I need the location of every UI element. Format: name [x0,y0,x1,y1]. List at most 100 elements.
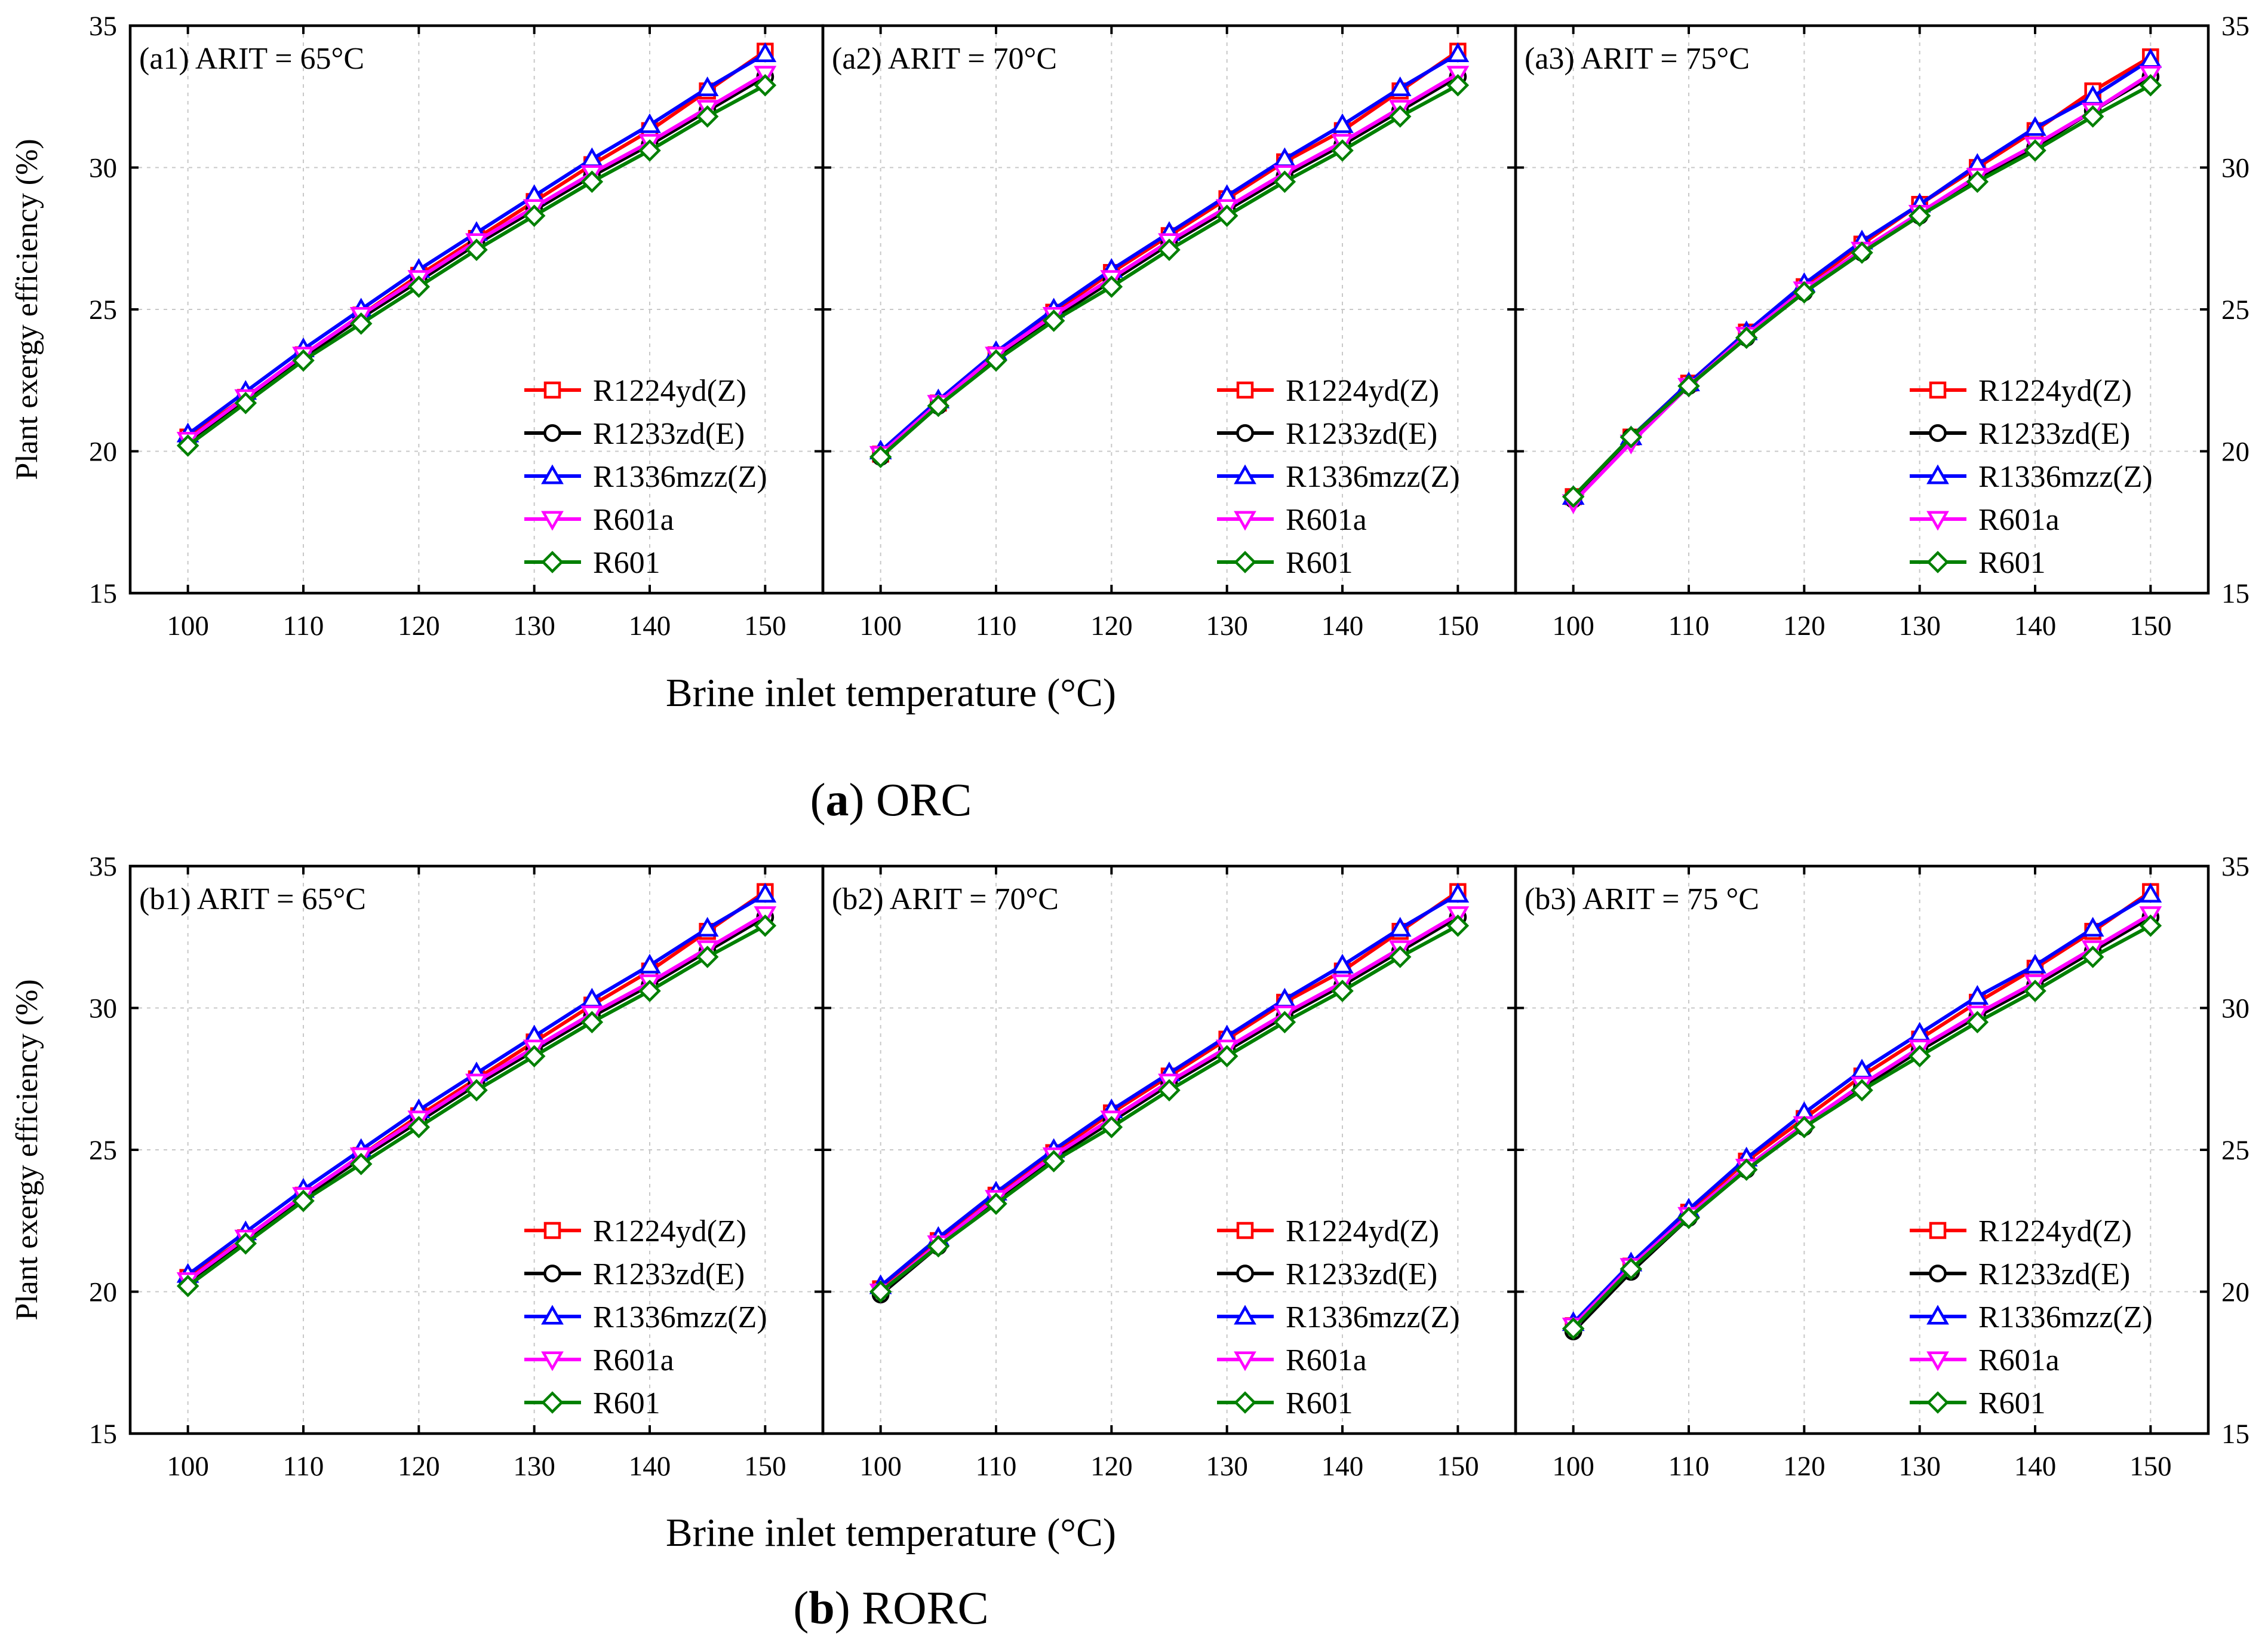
y-tick-label: 20 [2221,437,2249,468]
legend-label: R601 [593,546,660,580]
x-tick-label: 110 [283,1451,324,1482]
x-tick-label: 140 [629,1451,671,1482]
legend-label: R1224yd(Z) [1286,1214,1439,1248]
x-tick-label: 150 [1437,610,1479,642]
legend-marker [1234,1351,1256,1371]
legend-marker [543,381,561,399]
data-point-b1-2-10 [754,882,777,903]
data-point-a3-4-3 [1735,326,1758,349]
legend-marker [541,1391,564,1414]
legend-marker [1926,1305,1949,1325]
x-tick-label: 150 [2129,610,2172,642]
x-tick-label: 120 [1783,610,1826,642]
data-point-a3-4-5 [1851,241,1873,264]
x-tick-label: 140 [1322,610,1364,642]
data-point-a2-4-4 [1100,275,1123,298]
legend-marker [541,551,564,573]
x-tick-label: 110 [283,610,324,642]
x-tick-label: 120 [1783,1451,1826,1482]
legend-marker [541,511,564,531]
y-tick-label: 15 [2221,578,2249,609]
legend-label: R1233zd(E) [1978,1257,2130,1291]
data-point-a2-2-9 [1388,76,1412,96]
data-point-b3-4-7 [1966,1011,1989,1034]
legend-marker [1236,1222,1254,1239]
legend-marker [1234,464,1256,484]
panel-b3: 100 110 120 130 140 150 (b3) ARIT = 75 °C R1224… [1514,864,2210,1482]
caption-open: ( [793,1582,809,1634]
x-tick-label: 140 [629,610,671,642]
data-point-b2-4-9 [1388,946,1412,968]
data-point-b1-4-7 [580,1011,604,1034]
legend-marker [1234,1391,1256,1414]
data-point-b2-2-8 [1331,953,1354,974]
legend-marker [1236,381,1254,399]
data-point-b1-4-5 [465,1079,488,1102]
data-point-a3-4-2 [1677,375,1700,398]
legend-label: R601a [593,1343,674,1377]
data-point-b3-4-0 [1562,1317,1585,1340]
x-axis-title: Brine inlet temperature (°C) [666,671,1116,715]
data-point-a1-4-9 [696,105,719,128]
legend-label: R1336mzz(Z) [593,460,767,494]
y-tick-label: 20 [89,437,117,468]
figure-part-b: 100 110 120 130 140 150 (b1) ARIT = 65°C R1224y… [10,851,2249,1634]
legend-label: R1224yd(Z) [593,374,746,408]
legend-marker [1926,1391,1949,1414]
x-tick-label: 120 [1090,1451,1133,1482]
data-point-b1-4-2 [292,1189,315,1213]
y-tick-label: 30 [2221,153,2249,184]
legend-label: R1233zd(E) [1286,1257,1437,1291]
x-tick-label: 100 [167,1451,209,1482]
data-point-a3-4-7 [1966,170,1989,194]
x-tick-label: 100 [1552,1451,1594,1482]
data-point-a2-4-3 [1042,309,1065,332]
figure-caption: (a) ORC [810,774,972,825]
data-point-a1-4-5 [465,238,488,262]
data-point-a1-2-10 [754,42,777,62]
data-point-b1-4-8 [638,980,661,1002]
data-point-b3-2-10 [2139,882,2162,903]
legend-label: R1224yd(Z) [1978,374,2132,408]
y-tick-label: 15 [2221,1419,2249,1450]
legend-marker [1929,381,1947,399]
y-tick-label: 25 [2221,294,2249,326]
panel-title: (b1) ARIT = 65°C [139,882,366,916]
x-tick-label: 150 [744,1451,786,1482]
data-point-b1-4-3 [349,1152,373,1176]
data-point-b3-4-3 [1735,1158,1758,1181]
legend-label: R601a [1286,1343,1367,1377]
data-point-b2-4-5 [1158,1079,1181,1102]
legend-label: R601 [1978,546,2046,580]
caption-letter: a [826,774,849,825]
legend-marker [541,1305,564,1325]
x-tick-label: 100 [859,610,902,642]
panel-a3: 100 110 120 130 140 150 (a3) ARIT = 75°C R1224y… [1514,24,2210,642]
panel-title: (a1) ARIT = 65°C [139,42,364,76]
data-point-b2-2-9 [1388,916,1412,937]
legend-label: R1233zd(E) [1286,417,1437,451]
x-axis-title: Brine inlet temperature (°C) [666,1511,1116,1555]
legend-marker [1929,1265,1947,1282]
caption-open: ( [810,774,826,825]
legend-marker [1236,1265,1254,1282]
data-point-a1-4-2 [292,349,315,372]
legend-label: R601 [1286,1386,1353,1420]
data-point-b2-4-8 [1331,980,1354,1002]
legend-marker [541,1351,564,1371]
panel-title: (a2) ARIT = 70°C [832,42,1057,76]
x-tick-label: 150 [1437,1451,1479,1482]
legend-label: R1233zd(E) [593,417,745,451]
data-point-a2-4-1 [927,394,950,418]
y-tick-label: 20 [89,1277,117,1308]
figure-part-a: 100 110 120 130 140 150 (a1) ARIT = 65°C R1224y… [10,11,2249,825]
data-point-a2-4-8 [1331,139,1354,162]
data-point-a3-4-8 [2024,139,2046,162]
data-point-b1-4-10 [754,914,777,937]
x-tick-label: 110 [1668,610,1710,642]
legend-marker [543,1265,561,1282]
x-tick-label: 140 [1322,1451,1364,1482]
x-tick-label: 130 [1898,1451,1941,1482]
legend-label: R1336mzz(Z) [1978,460,2153,494]
